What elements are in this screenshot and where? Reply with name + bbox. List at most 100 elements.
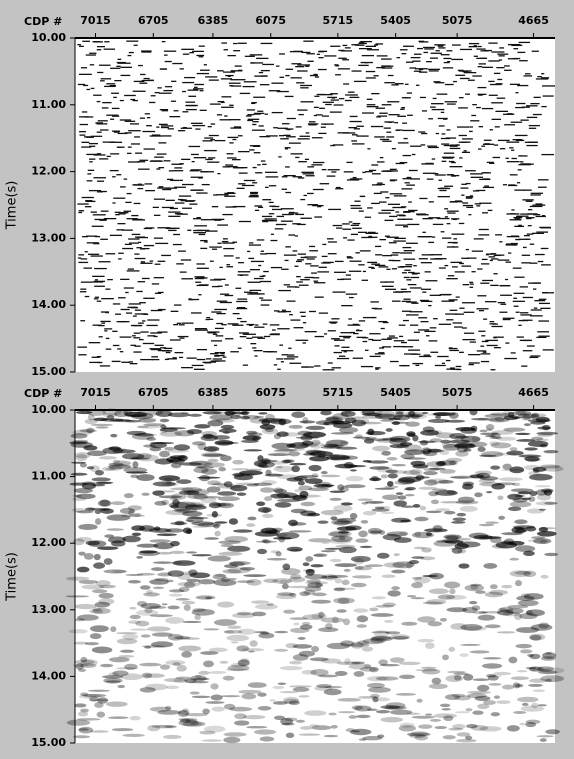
reflection-dash xyxy=(130,123,139,124)
reflection-blob xyxy=(257,692,266,696)
reflection-dash xyxy=(449,161,454,162)
reflection-dash xyxy=(168,216,180,217)
reflection-dash xyxy=(86,154,98,155)
reflection-dash xyxy=(133,315,137,316)
reflection-dash xyxy=(417,214,429,215)
reflection-dash xyxy=(79,210,84,211)
reflection-dash xyxy=(277,369,281,370)
reflection-dash xyxy=(434,173,439,174)
reflection-blob xyxy=(405,494,415,496)
reflection-dash xyxy=(99,158,108,159)
reflection-dash xyxy=(456,366,462,367)
reflection-blob xyxy=(479,726,501,731)
reflection-dash xyxy=(452,234,465,235)
reflection-dash xyxy=(446,129,450,130)
reflection-dash xyxy=(420,97,426,98)
reflection-dash xyxy=(265,218,277,219)
reflection-dash xyxy=(314,96,319,97)
reflection-dash xyxy=(328,169,340,170)
reflection-dash xyxy=(438,47,445,48)
reflection-blob xyxy=(392,636,409,639)
reflection-blob xyxy=(94,554,101,560)
reflection-dash xyxy=(140,359,153,360)
reflection-dash xyxy=(441,301,454,302)
reflection-dash xyxy=(278,290,291,291)
reflection-blob xyxy=(142,493,150,496)
reflection-dash xyxy=(516,312,520,313)
reflection-dash xyxy=(120,279,129,280)
reflection-dash xyxy=(200,90,204,91)
reflection-blob xyxy=(322,574,337,581)
reflection-blob xyxy=(361,520,368,524)
reflection-dash xyxy=(407,115,413,116)
reflection-dash xyxy=(480,346,484,347)
reflection-dash xyxy=(517,182,520,183)
reflection-dash xyxy=(199,46,205,47)
reflection-dash xyxy=(354,81,366,82)
reflection-dash xyxy=(348,92,355,93)
reflection-blob xyxy=(483,657,502,659)
reflection-dash xyxy=(114,80,121,81)
reflection-blob xyxy=(166,686,179,690)
reflection-dash xyxy=(150,161,163,162)
reflection-dash xyxy=(403,155,411,156)
reflection-dash xyxy=(352,228,362,229)
reflection-blob xyxy=(453,517,466,521)
reflection-dash xyxy=(97,301,101,302)
reflection-dash xyxy=(450,148,461,149)
reflection-dash xyxy=(154,277,164,278)
reflection-dash xyxy=(438,46,444,47)
reflection-dash xyxy=(174,167,182,168)
reflection-blob xyxy=(392,561,414,568)
reflection-dash xyxy=(141,261,145,262)
y-tick-label: 14.00 xyxy=(31,298,66,311)
reflection-dash xyxy=(487,345,498,346)
reflection-blob xyxy=(403,470,420,474)
reflection-dash xyxy=(543,95,554,96)
reflection-dash xyxy=(295,66,304,67)
reflection-dash xyxy=(496,67,504,68)
reflection-dash xyxy=(127,307,136,308)
y-tick-label: 15.00 xyxy=(31,365,66,378)
reflection-blob xyxy=(390,657,405,662)
reflection-blob xyxy=(498,608,507,612)
reflection-blob xyxy=(103,569,126,573)
reflection-dash xyxy=(247,120,253,121)
reflection-dash xyxy=(211,123,216,124)
reflection-dash xyxy=(322,115,329,116)
reflection-dash xyxy=(118,147,125,148)
reflection-dash xyxy=(376,108,385,109)
reflection-dash xyxy=(399,325,406,326)
reflection-blob xyxy=(76,537,92,542)
reflection-dash xyxy=(222,241,229,242)
reflection-dash xyxy=(506,262,512,263)
reflection-dash xyxy=(469,362,480,363)
reflection-blob xyxy=(223,431,230,434)
reflection-blob xyxy=(477,685,489,692)
reflection-dash xyxy=(309,121,315,122)
reflection-blob xyxy=(329,530,351,537)
reflection-blob xyxy=(242,648,264,651)
reflection-dash xyxy=(175,202,185,203)
reflection-dash xyxy=(306,175,315,176)
reflection-dash xyxy=(295,214,304,215)
reflection-dash xyxy=(505,342,509,343)
reflection-dash xyxy=(252,182,257,183)
reflection-blob xyxy=(531,437,543,441)
reflection-blob xyxy=(99,456,117,459)
reflection-dash xyxy=(236,167,247,168)
reflection-dash xyxy=(358,43,367,44)
reflection-dash xyxy=(530,206,543,207)
reflection-dash xyxy=(351,332,355,333)
reflection-dash xyxy=(435,365,446,366)
reflection-dash xyxy=(77,44,81,45)
reflection-dash xyxy=(214,345,217,346)
reflection-blob xyxy=(261,458,271,464)
reflection-dash xyxy=(479,203,491,204)
reflection-dash xyxy=(184,77,195,78)
reflection-blob xyxy=(310,564,323,567)
reflection-dash xyxy=(299,114,304,115)
reflection-dash xyxy=(93,95,101,96)
reflection-dash xyxy=(107,279,113,280)
reflection-dash xyxy=(191,123,203,124)
